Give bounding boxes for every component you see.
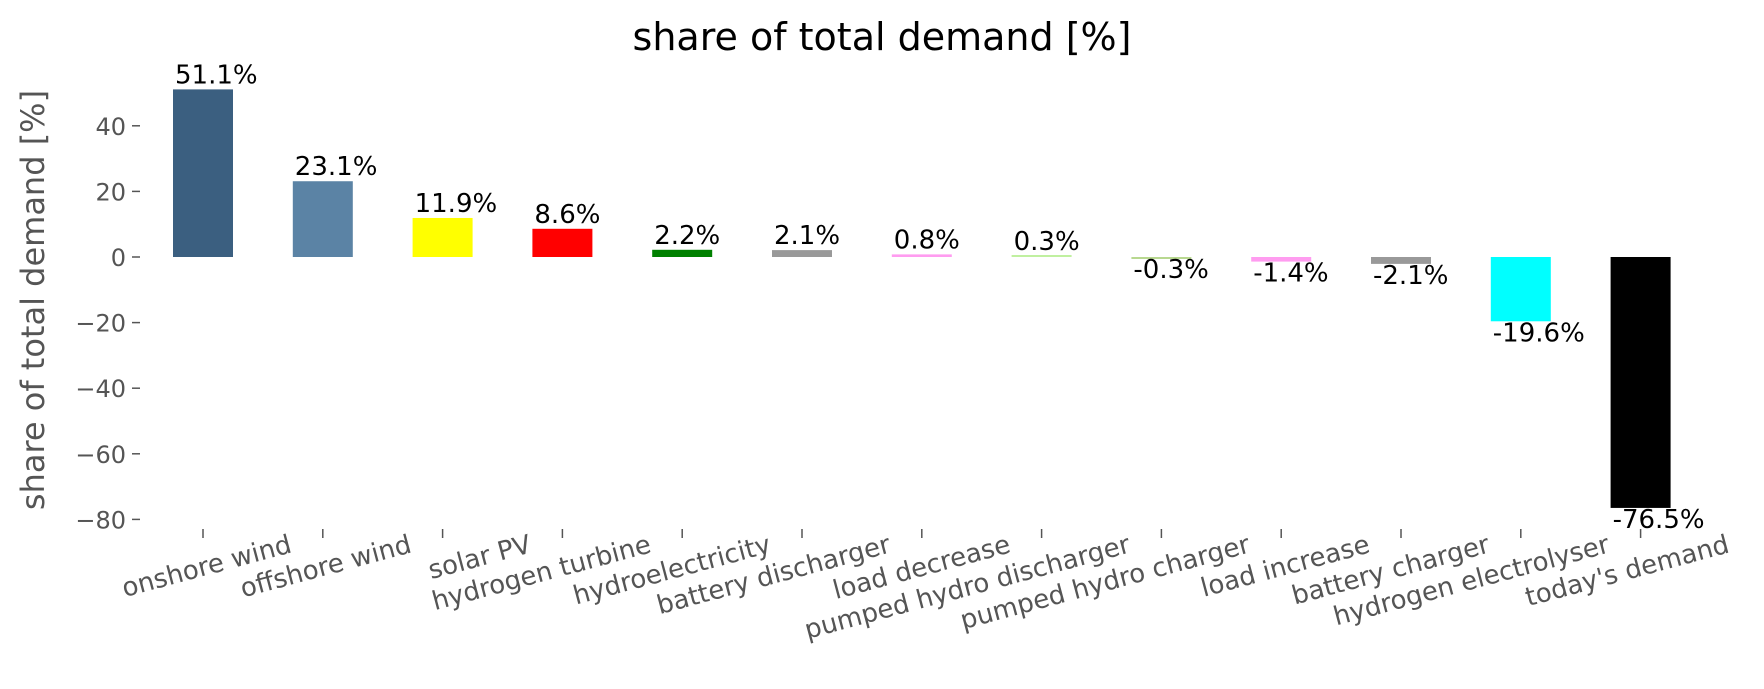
bar [1011,255,1072,257]
bar [1371,257,1431,264]
bar [412,217,473,257]
bar [652,249,713,257]
y-tick-label: 40 [95,113,126,141]
y-tick-label: 20 [95,178,126,206]
data-label: 0.3% [1014,227,1080,257]
bar [292,181,353,257]
data-label: -1.4% [1253,259,1328,289]
chart-title: share of total demand [%] [633,15,1132,59]
bar [772,250,832,257]
y-tick-label: −60 [75,441,126,469]
bar [1131,257,1192,259]
data-label: -2.1% [1373,261,1448,291]
y-axis: −80 −60 −40 −20 0 20 40 [75,113,140,534]
data-label: 8.6% [534,200,600,230]
y-axis-label: share of total demand [%] [14,90,52,510]
data-label: 23.1% [295,152,378,182]
y-tick-label: −40 [75,375,126,403]
data-label: 0.8% [894,225,960,255]
data-label: 11.9% [415,189,498,219]
data-label: 51.1% [175,60,258,90]
data-label: -0.3% [1133,255,1208,285]
data-label: -76.5% [1613,505,1705,535]
bar [173,89,233,257]
data-label: 2.2% [654,221,720,251]
y-tick-label: −80 [75,506,126,534]
bar [891,254,952,257]
y-tick-label: −20 [75,310,126,338]
data-label: -19.6% [1493,318,1585,348]
bar [1610,257,1671,508]
bar [1251,257,1312,262]
y-tick-label: 0 [111,244,126,272]
bar [532,228,593,257]
bar [1490,257,1551,322]
bars-group [173,89,1671,508]
data-labels-group: 51.1% 23.1% 11.9% 8.6% 2.2% 2.1% 0.8% 0.3% -0.3%… [175,60,1705,535]
data-label: 2.1% [774,221,840,251]
